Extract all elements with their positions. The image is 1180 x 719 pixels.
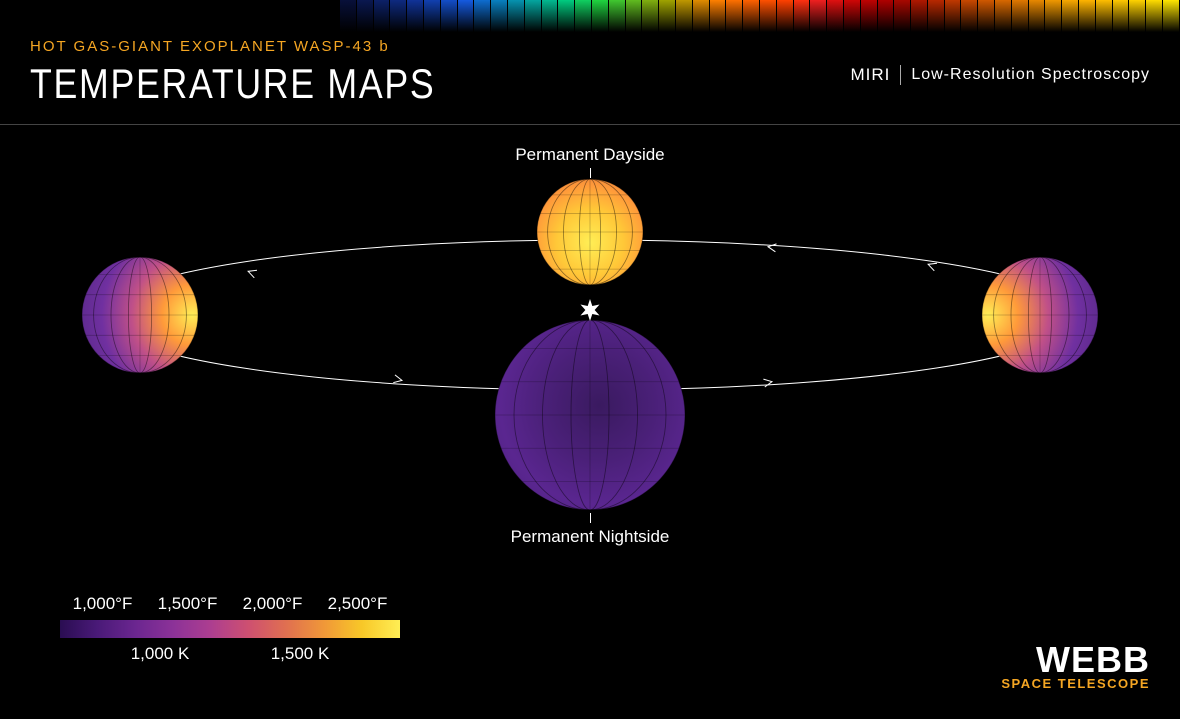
spectrum-bar xyxy=(340,0,1180,32)
title: TEMPERATURE MAPS xyxy=(30,60,435,108)
temperature-legend: 1,000°F1,500°F2,000°F2,500°F 1,000 K1,50… xyxy=(60,594,400,664)
legend-tick-k: 1,500 K xyxy=(230,644,370,664)
legend-tick-f: 2,000°F xyxy=(230,594,315,614)
nightside-label: Permanent Nightside xyxy=(440,527,740,547)
legend-tick-k: 1,000 K xyxy=(90,644,230,664)
webb-logo: WEBB SPACE TELESCOPE xyxy=(1001,644,1150,691)
subtitle: HOT GAS-GIANT EXOPLANET WASP-43 b xyxy=(30,38,390,55)
legend-labels-fahrenheit: 1,000°F1,500°F2,000°F2,500°F xyxy=(60,594,400,614)
instrument-name: MIRI xyxy=(850,65,890,85)
legend-tick-f: 1,000°F xyxy=(60,594,145,614)
instrument-mode: Low-Resolution Spectroscopy xyxy=(911,66,1150,84)
legend-gradient-bar xyxy=(60,620,400,638)
divider xyxy=(900,65,901,85)
header: HOT GAS-GIANT EXOPLANET WASP-43 b TEMPER… xyxy=(0,0,1180,125)
logo-sub: SPACE TELESCOPE xyxy=(1001,676,1150,691)
diagram: Permanent Dayside Permanent Nightside xyxy=(0,125,1180,585)
instrument-label: MIRI Low-Resolution Spectroscopy xyxy=(850,65,1150,85)
logo-main: WEBB xyxy=(1001,644,1150,676)
legend-labels-kelvin: 1,000 K1,500 K xyxy=(60,644,400,664)
legend-tick-f: 1,500°F xyxy=(145,594,230,614)
legend-tick-f: 2,500°F xyxy=(315,594,400,614)
nightside-tick xyxy=(590,513,591,523)
